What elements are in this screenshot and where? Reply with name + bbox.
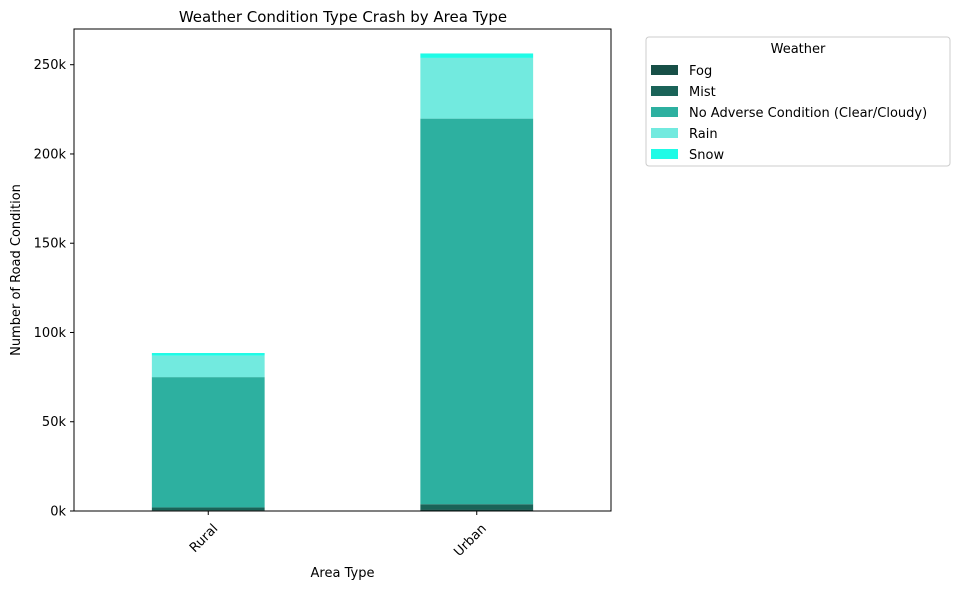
bar-urban-mist bbox=[420, 504, 534, 510]
legend-label-mist: Mist bbox=[689, 85, 716, 100]
x-tick-label-urban: Urban bbox=[451, 521, 489, 559]
x-axis: Rural Urban bbox=[187, 511, 490, 560]
plot-frame bbox=[73, 28, 612, 512]
legend-swatch-snow bbox=[651, 149, 678, 159]
legend-label-no-adverse-condition-clear-cloudy: No Adverse Condition (Clear/Cloudy) bbox=[689, 106, 927, 121]
x-tick-label-rural: Rural bbox=[187, 521, 221, 555]
legend-swatch-fog bbox=[651, 65, 678, 75]
legend-swatch-rain bbox=[651, 128, 678, 138]
y-tick-label: 0k bbox=[50, 505, 66, 520]
legend-swatch-mist bbox=[651, 86, 678, 96]
legend-label-fog: Fog bbox=[689, 64, 712, 79]
y-axis: 0k 50k 100k 150k 200k 250k bbox=[34, 58, 74, 520]
x-axis-label: Area Type bbox=[311, 566, 375, 581]
legend-swatch-no-adverse-condition-clear-cloudy bbox=[651, 107, 678, 117]
bar-urban-no-adverse-condition-clear-cloudy bbox=[420, 118, 534, 505]
legend-title: Weather bbox=[771, 42, 826, 57]
legend: Weather Fog Mist No Adverse Condition (Cle… bbox=[645, 36, 951, 167]
bar-urban-fog bbox=[420, 509, 534, 511]
bar-rural-no-adverse-condition-clear-cloudy bbox=[151, 377, 265, 508]
y-tick-label: 50k bbox=[42, 415, 67, 430]
bar-rural-snow bbox=[151, 353, 265, 356]
legend-items: Fog Mist No Adverse Condition (Clear/Cloud… bbox=[651, 64, 927, 163]
bar-rural-rain bbox=[151, 355, 265, 378]
legend-label-rain: Rain bbox=[689, 127, 718, 142]
legend-frame bbox=[645, 36, 951, 167]
bars-group bbox=[151, 53, 534, 511]
y-tick-label: 150k bbox=[34, 237, 67, 252]
bar-urban-rain bbox=[420, 57, 534, 119]
chart-title: Weather Condition Type Crash by Area Typ… bbox=[179, 8, 507, 26]
y-tick-label: 100k bbox=[34, 326, 67, 341]
y-tick-label: 250k bbox=[34, 58, 67, 73]
y-tick-label: 200k bbox=[34, 147, 67, 162]
bar-urban-snow bbox=[420, 53, 534, 58]
y-axis-label: Number of Road Condition bbox=[9, 184, 24, 356]
legend-label-snow: Snow bbox=[689, 148, 724, 163]
bar-rural-mist bbox=[151, 507, 265, 511]
